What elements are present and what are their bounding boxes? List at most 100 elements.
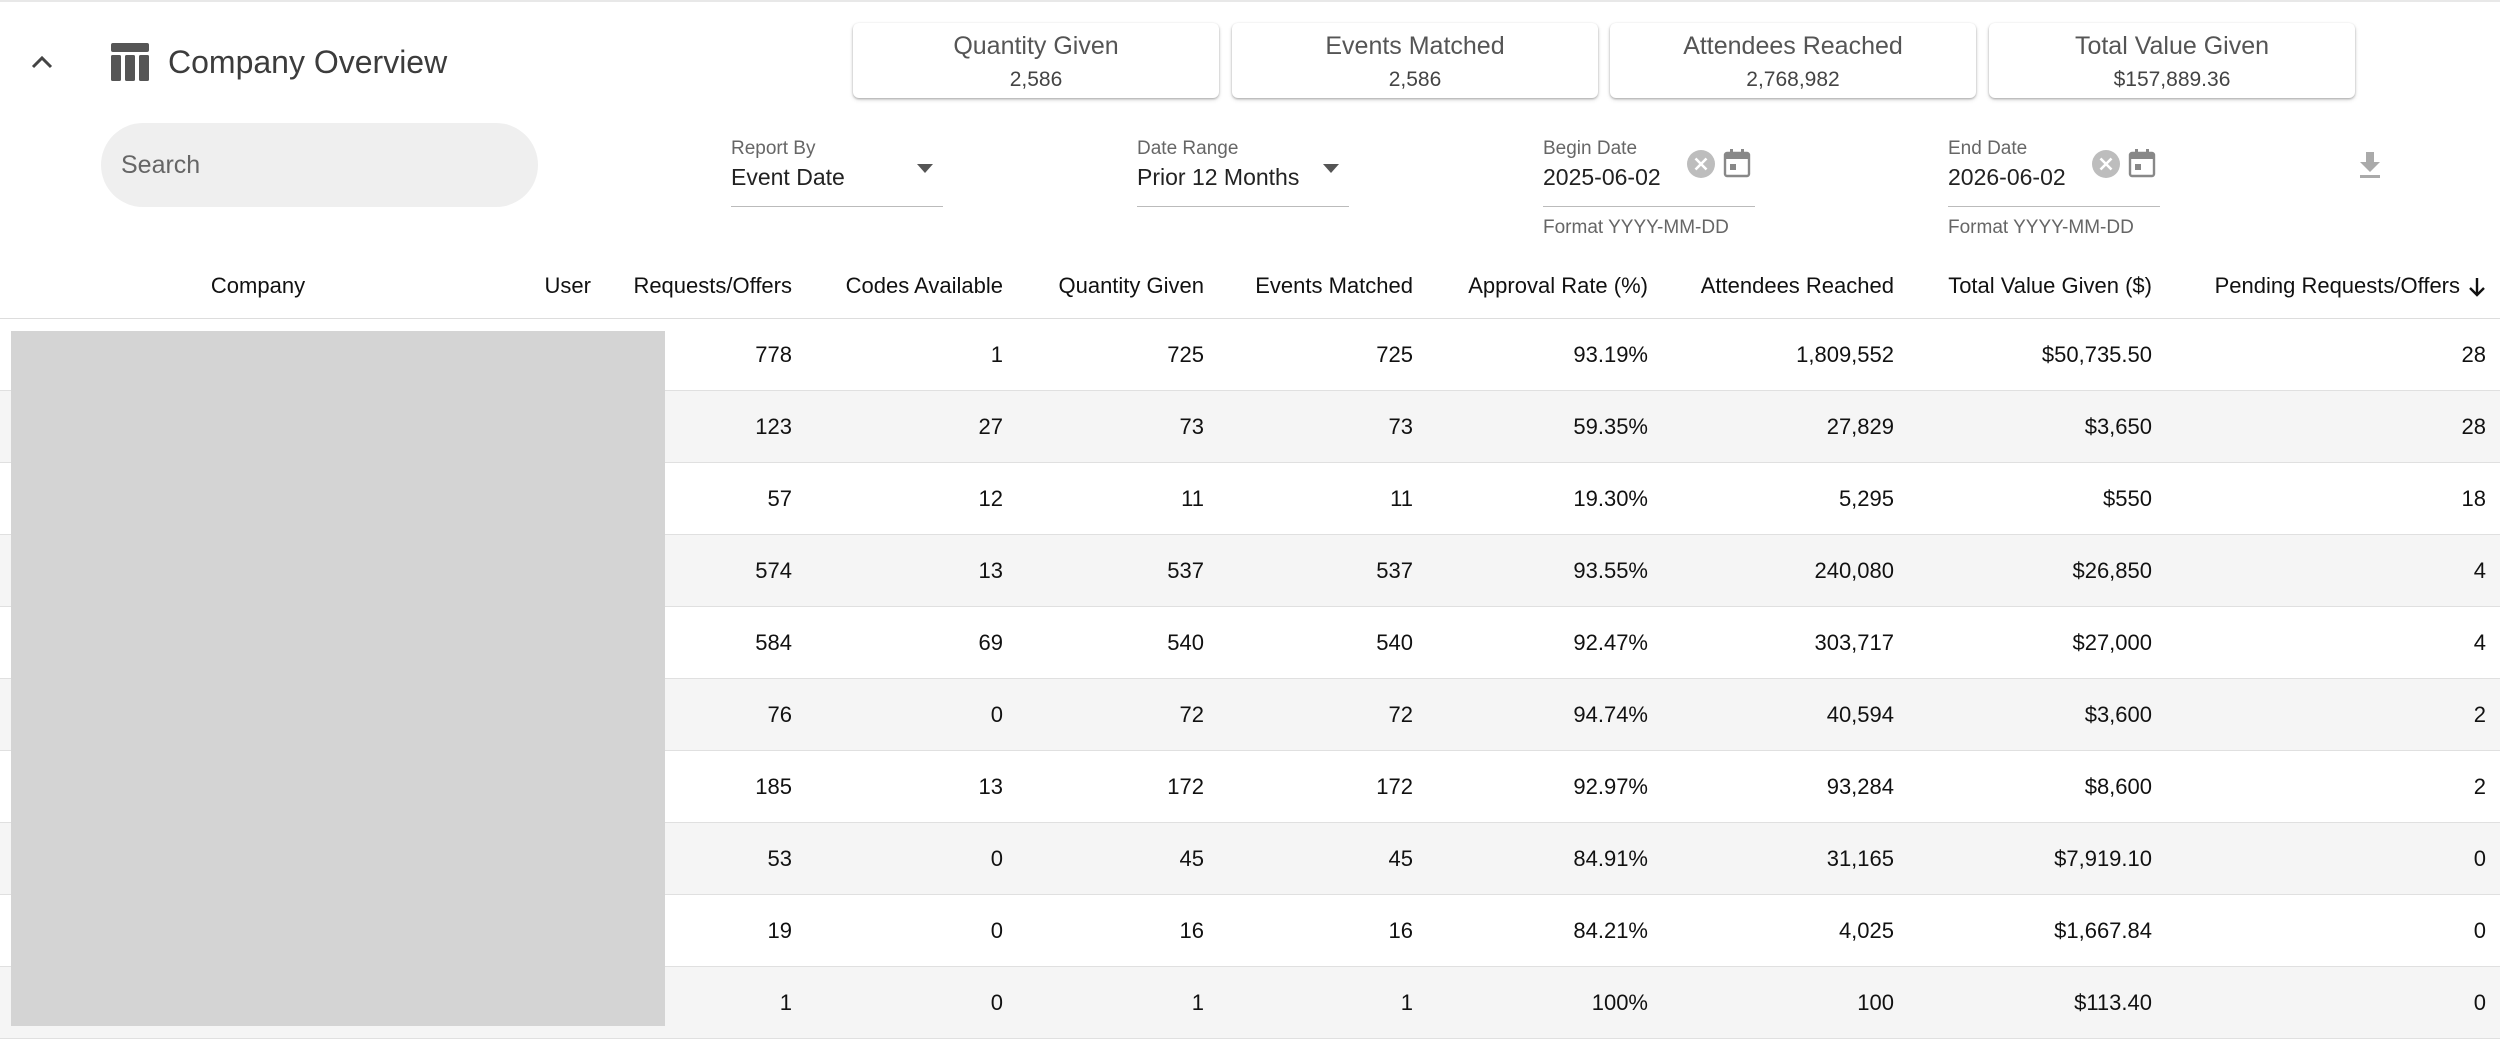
report-by-select[interactable]: Report By Event Date xyxy=(731,138,943,207)
table-cell: 18 xyxy=(2164,462,2500,535)
column-header-approval-rate[interactable]: Approval Rate (%) xyxy=(1425,253,1660,319)
table-cell: 59.35% xyxy=(1425,390,1660,463)
table-cell: 100 xyxy=(1660,966,1906,1039)
table-cell: 172 xyxy=(1015,750,1216,823)
card-label: Attendees Reached xyxy=(1683,32,1903,60)
table-cell: 5,295 xyxy=(1660,462,1906,535)
table-cell: 16 xyxy=(1015,894,1216,967)
table-cell: $50,735.50 xyxy=(1906,318,2164,391)
download-icon xyxy=(2360,152,2380,178)
table-header-row: Company User Requests/Offers Codes Avail… xyxy=(0,253,2500,319)
date-range-label: Date Range xyxy=(1137,138,1239,159)
column-header-label: Pending Requests/Offers xyxy=(2214,272,2460,298)
clear-icon xyxy=(2092,150,2120,178)
begin-date-clear-button[interactable] xyxy=(1685,148,1717,180)
end-date-value[interactable]: 2026-06-02 xyxy=(1948,164,2066,190)
column-header-total-value-given[interactable]: Total Value Given ($) xyxy=(1906,253,2164,319)
table-cell: $8,600 xyxy=(1906,750,2164,823)
column-header-label: Requests/Offers xyxy=(633,272,792,298)
table-cell: 13 xyxy=(804,534,1015,607)
table-cell: 0 xyxy=(804,894,1015,967)
table-cell: 540 xyxy=(1015,606,1216,679)
table-cell: 84.21% xyxy=(1425,894,1660,967)
table-cell: 100% xyxy=(1425,966,1660,1039)
column-header-user[interactable]: User xyxy=(516,253,603,319)
page-title: Company Overview xyxy=(168,43,448,80)
table-icon xyxy=(111,43,149,81)
search-box xyxy=(101,123,538,207)
begin-date-helper: Format YYYY-MM-DD xyxy=(1543,217,1729,238)
begin-date-field[interactable]: Begin Date 2025-06-02 xyxy=(1543,138,1755,207)
summary-card-events-matched: Events Matched 2,586 xyxy=(1232,23,1598,98)
begin-date-value[interactable]: 2025-06-02 xyxy=(1543,164,1661,190)
table-cell: 240,080 xyxy=(1660,534,1906,607)
chevron-up-icon xyxy=(31,55,53,69)
column-header-quantity-given[interactable]: Quantity Given xyxy=(1015,253,1216,319)
table-cell: 40,594 xyxy=(1660,678,1906,751)
table-cell: 2 xyxy=(2164,678,2500,751)
card-value: $157,889.36 xyxy=(2113,68,2231,91)
card-value: 2,586 xyxy=(1388,68,1442,91)
end-date-calendar-button[interactable] xyxy=(2126,146,2158,180)
table-cell: $3,600 xyxy=(1906,678,2164,751)
table-cell: 540 xyxy=(1216,606,1425,679)
column-header-events-matched[interactable]: Events Matched xyxy=(1216,253,1425,319)
column-header-pending-requests-offers[interactable]: Pending Requests/Offers xyxy=(2164,253,2500,319)
page-header: Company Overview xyxy=(110,38,447,86)
top-divider xyxy=(0,0,2500,2)
table-cell: 92.97% xyxy=(1425,750,1660,823)
table-cell: 0 xyxy=(2164,822,2500,895)
column-header-label: Events Matched xyxy=(1255,272,1413,298)
caret-down-icon xyxy=(917,164,933,173)
column-header-requests-offers[interactable]: Requests/Offers xyxy=(603,253,804,319)
table-cell: 11 xyxy=(1015,462,1216,535)
card-label: Events Matched xyxy=(1325,32,1505,60)
table-cell: 93.19% xyxy=(1425,318,1660,391)
collapse-button[interactable] xyxy=(22,44,62,80)
card-label: Total Value Given xyxy=(2074,32,2270,60)
table-cell: $1,667.84 xyxy=(1906,894,2164,967)
table-cell: $7,919.10 xyxy=(1906,822,2164,895)
table-cell: 537 xyxy=(1216,534,1425,607)
table-cell: 1 xyxy=(1216,966,1425,1039)
calendar-icon xyxy=(2128,149,2156,178)
download-button[interactable] xyxy=(2354,148,2386,182)
column-header-company[interactable]: Company xyxy=(0,253,516,319)
table-cell: 1,809,552 xyxy=(1660,318,1906,391)
end-date-field[interactable]: End Date 2026-06-02 xyxy=(1948,138,2160,207)
table-cell: 0 xyxy=(804,822,1015,895)
search-input[interactable] xyxy=(119,149,523,181)
column-header-label: Approval Rate (%) xyxy=(1468,272,1648,298)
card-label: Quantity Given xyxy=(953,32,1119,60)
table-cell: 537 xyxy=(1015,534,1216,607)
table-cell: $3,650 xyxy=(1906,390,2164,463)
table-cell: 93,284 xyxy=(1660,750,1906,823)
table-cell: 28 xyxy=(2164,318,2500,391)
table-cell: 303,717 xyxy=(1660,606,1906,679)
table-cell: 92.47% xyxy=(1425,606,1660,679)
column-header-label: User xyxy=(544,272,591,298)
table-cell: 69 xyxy=(804,606,1015,679)
column-header-label: Total Value Given ($) xyxy=(1948,272,2152,298)
table-cell: 27 xyxy=(804,390,1015,463)
summary-card-quantity-given: Quantity Given 2,586 xyxy=(853,23,1219,98)
table-cell: 4,025 xyxy=(1660,894,1906,967)
table-cell: 73 xyxy=(1216,390,1425,463)
table-cell: 725 xyxy=(1015,318,1216,391)
table-cell: 0 xyxy=(804,966,1015,1039)
table-cell: 0 xyxy=(2164,966,2500,1039)
column-header-attendees-reached[interactable]: Attendees Reached xyxy=(1660,253,1906,319)
column-header-codes-available[interactable]: Codes Available xyxy=(804,253,1015,319)
arrow-down-icon[interactable] xyxy=(2468,276,2486,298)
summary-card-total-value-given: Total Value Given $157,889.36 xyxy=(1989,23,2355,98)
column-header-label: Quantity Given xyxy=(1058,272,1204,298)
table-cell: 19.30% xyxy=(1425,462,1660,535)
column-header-label: Company xyxy=(210,272,306,298)
begin-date-calendar-button[interactable] xyxy=(1721,146,1753,180)
date-range-select[interactable]: Date Range Prior 12 Months xyxy=(1137,138,1349,207)
table-cell: 1 xyxy=(1015,966,1216,1039)
clear-icon xyxy=(1687,150,1715,178)
table-cell: 12 xyxy=(804,462,1015,535)
end-date-clear-button[interactable] xyxy=(2090,148,2122,180)
table-cell: 84.91% xyxy=(1425,822,1660,895)
